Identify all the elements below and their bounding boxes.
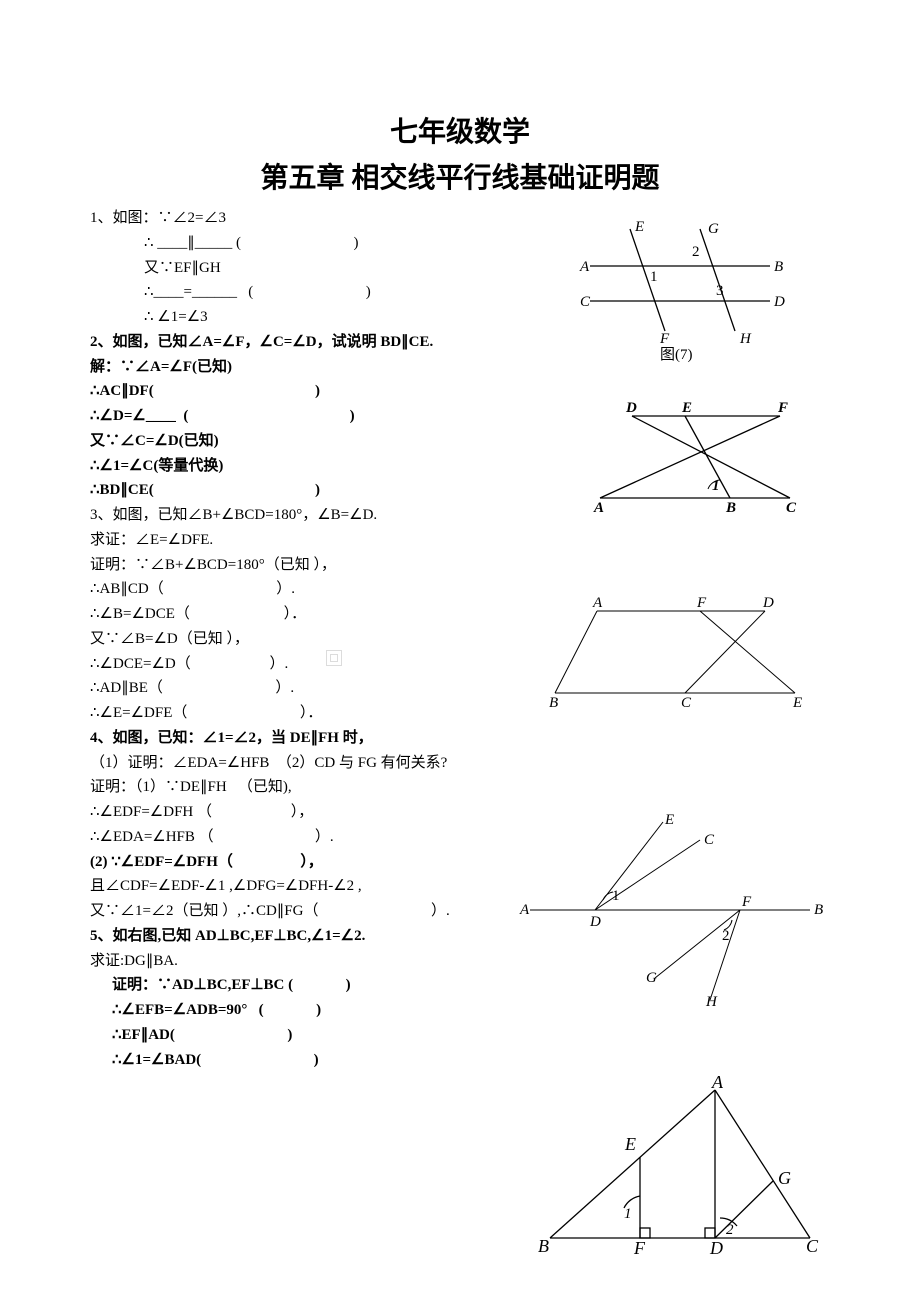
label-A: A bbox=[592, 595, 603, 611]
text-line: ∴∠1=∠BAD( ) bbox=[90, 1048, 830, 1073]
figure-4: E C A D F B G H 1 2 bbox=[510, 810, 830, 1015]
page: 七年级数学 第五章 相交线平行线基础证明题 1、如图：∵∠2=∠3 ∴ ____… bbox=[0, 0, 920, 1302]
label-B: B bbox=[774, 259, 783, 275]
label-E: E bbox=[681, 400, 692, 416]
text-line: 4、如图，已知：∠1=∠2，当 DE∥FH 时， bbox=[90, 726, 830, 751]
label-B: B bbox=[549, 695, 558, 711]
label-1: 1 bbox=[624, 1206, 632, 1222]
text-line: 证明：（1）∵DE∥FH （已知), bbox=[90, 775, 830, 800]
label-2: 2 bbox=[726, 1222, 734, 1238]
label-C: C bbox=[704, 832, 715, 848]
figure-2: D E F A B C 1 bbox=[580, 398, 810, 523]
label-3: 3 bbox=[716, 283, 724, 299]
label-B: B bbox=[725, 500, 736, 516]
label-F: F bbox=[659, 331, 670, 347]
title-line-2: 第五章 相交线平行线基础证明题 bbox=[90, 156, 830, 196]
label-G: G bbox=[708, 221, 719, 237]
label-1: 1 bbox=[612, 888, 620, 904]
label-F: F bbox=[696, 595, 707, 611]
label-B: B bbox=[538, 1236, 549, 1256]
label-F: F bbox=[741, 894, 752, 910]
figure-1: E G A B C D F H 1 2 3 图(7) bbox=[560, 221, 800, 366]
label-E: E bbox=[792, 695, 802, 711]
text-line: （1）证明：∠EDA=∠HFB （2）CD 与 FG 有何关系? bbox=[90, 751, 830, 776]
label-E: E bbox=[624, 1134, 636, 1154]
label-1: 1 bbox=[650, 269, 658, 285]
label-D: D bbox=[589, 914, 601, 930]
label-B: B bbox=[814, 902, 823, 918]
label-D: D bbox=[773, 294, 785, 310]
text-line: ∴EF∥AD( ) bbox=[90, 1023, 830, 1048]
label-F: F bbox=[777, 400, 788, 416]
label-D: D bbox=[709, 1238, 723, 1258]
figure-1-caption: 图(7) bbox=[660, 346, 693, 363]
label-2: 2 bbox=[692, 244, 700, 260]
label-E: E bbox=[634, 219, 644, 235]
label-G: G bbox=[778, 1168, 791, 1188]
label-A: A bbox=[579, 259, 590, 275]
label-E: E bbox=[664, 812, 674, 828]
label-G: G bbox=[646, 970, 657, 986]
label-F: F bbox=[633, 1238, 646, 1258]
label-H: H bbox=[705, 994, 718, 1010]
label-C: C bbox=[580, 294, 591, 310]
label-C: C bbox=[806, 1236, 819, 1256]
watermark-icon bbox=[326, 650, 342, 666]
text-line: 证明：∵∠B+∠BCD=180°（已知 ）， bbox=[90, 553, 830, 578]
label-A: A bbox=[711, 1072, 724, 1092]
label-C: C bbox=[786, 500, 797, 516]
figure-5: A E G B F D C 1 2 bbox=[530, 1078, 830, 1258]
figure-3: A F D B C E bbox=[535, 593, 815, 718]
title-line-1: 七年级数学 bbox=[90, 110, 830, 150]
label-2: 2 bbox=[722, 928, 730, 944]
label-D: D bbox=[625, 400, 637, 416]
text-line: 求证：∠E=∠DFE. bbox=[90, 528, 830, 553]
label-A: A bbox=[519, 902, 530, 918]
label-C: C bbox=[681, 695, 692, 711]
label-H: H bbox=[739, 331, 752, 347]
label-A: A bbox=[593, 500, 604, 516]
label-D: D bbox=[762, 595, 774, 611]
